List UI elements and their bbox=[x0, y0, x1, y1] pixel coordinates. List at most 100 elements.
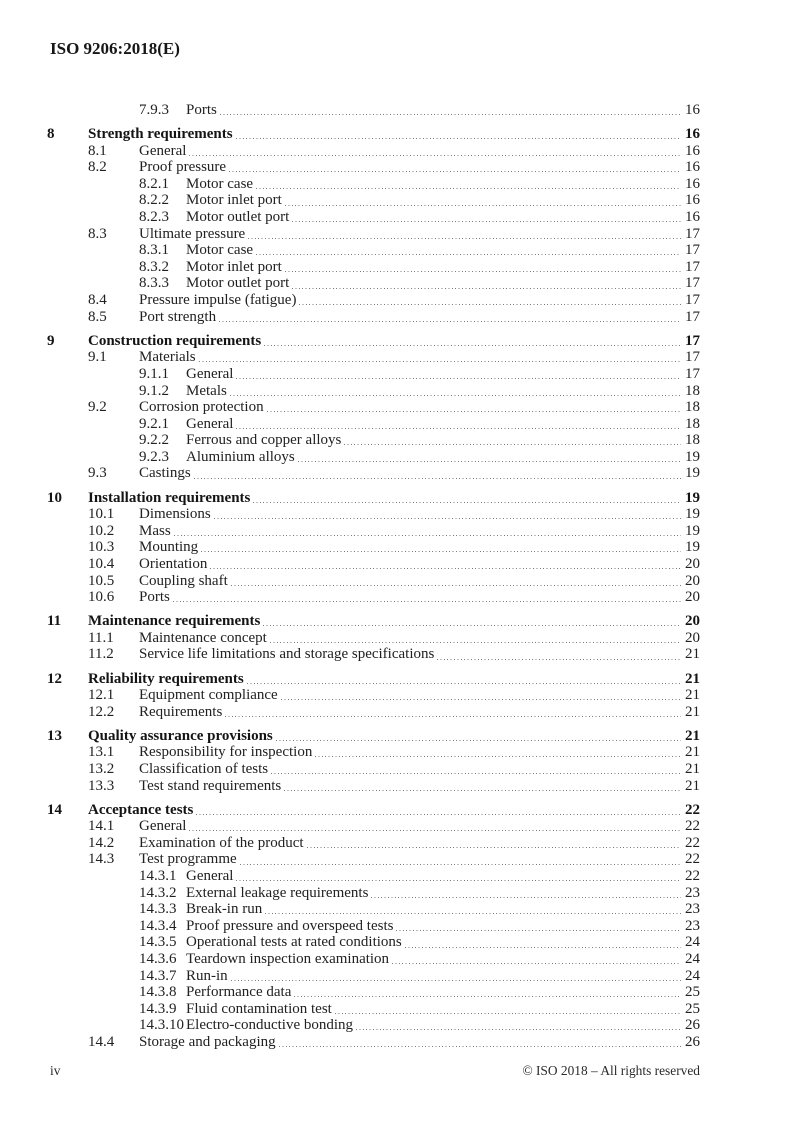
toc-entry-page: 18 bbox=[685, 415, 700, 432]
toc-entry-title: Mass bbox=[139, 522, 171, 539]
toc-entry-page: 22 bbox=[685, 851, 700, 868]
toc-entry[interactable]: 14.3.3 Break-in run 23 bbox=[47, 901, 700, 918]
toc-entry[interactable]: 14.3.10 Electro-conductive bonding 26 bbox=[47, 1017, 700, 1034]
toc-entry-page: 17 bbox=[685, 242, 700, 259]
toc-entry-number: 12.2 bbox=[88, 703, 115, 720]
toc-entry[interactable]: 10.4 Orientation 20 bbox=[47, 556, 700, 573]
toc-entry[interactable]: 10 Installation requirements 19 bbox=[47, 490, 700, 507]
toc-dot-leader bbox=[235, 138, 681, 140]
toc-entry-title: Metals bbox=[186, 382, 227, 399]
toc-entry[interactable]: 14.3.9 Fluid contamination test 25 bbox=[47, 1001, 700, 1018]
toc-entry[interactable]: 14 Acceptance tests 22 bbox=[47, 802, 700, 819]
toc-entry[interactable]: 9.2.3 Aluminium alloys 19 bbox=[47, 449, 700, 466]
toc-dot-leader bbox=[284, 270, 681, 272]
toc-entry-number: 8.1 bbox=[88, 142, 107, 159]
toc-dot-leader bbox=[265, 913, 681, 915]
toc-entry[interactable]: 12.2 Requirements 21 bbox=[47, 704, 700, 721]
toc-entry-title: Electro-conductive bonding bbox=[186, 1017, 354, 1034]
toc-entry[interactable]: 10.5 Coupling shaft 20 bbox=[47, 573, 700, 590]
toc-entry[interactable]: 8.1 General 16 bbox=[47, 143, 700, 160]
toc-entry-page: 25 bbox=[685, 1000, 700, 1017]
toc-entry-number: 14.3.3 bbox=[139, 901, 177, 918]
toc-entry-number: 8.2 bbox=[88, 159, 107, 176]
toc-entry[interactable]: 13 Quality assurance provisions 21 bbox=[47, 728, 700, 745]
toc-dot-leader bbox=[297, 460, 681, 462]
toc-entry[interactable]: 8.3.3 Motor outlet port 17 bbox=[47, 275, 700, 292]
toc-entry-number: 14.3.4 bbox=[139, 917, 177, 934]
toc-entry[interactable]: 8.3.1 Motor case 17 bbox=[47, 242, 700, 259]
toc-entry-page: 21 bbox=[685, 687, 700, 704]
toc-entry[interactable]: 14.3.7 Run-in 24 bbox=[47, 968, 700, 985]
toc-entry[interactable]: 9.1.1 General 17 bbox=[47, 366, 700, 383]
toc-entry-title: Test programme bbox=[139, 851, 237, 868]
toc-entry[interactable]: 13.3 Test stand requirements 21 bbox=[47, 778, 700, 795]
toc-entry-page: 26 bbox=[685, 1033, 700, 1050]
toc-entry-number: 9.1.1 bbox=[139, 365, 169, 382]
toc-entry[interactable]: 8.5 Port strength 17 bbox=[47, 309, 700, 326]
toc-entry[interactable]: 14.3.2 External leakage requirements 23 bbox=[47, 885, 700, 902]
toc-entry-number: 9.1 bbox=[88, 349, 107, 366]
toc-entry[interactable]: 9.3 Castings 19 bbox=[47, 465, 700, 482]
toc-entry[interactable]: 14.3.4 Proof pressure and overspeed tests… bbox=[47, 918, 700, 935]
toc-entry[interactable]: 13.1 Responsibility for inspection 21 bbox=[47, 744, 700, 761]
toc-entry-page: 16 bbox=[685, 159, 700, 176]
toc-entry-number: 14.3.2 bbox=[139, 884, 177, 901]
toc-entry[interactable]: 8.2.1 Motor case 16 bbox=[47, 176, 700, 193]
toc-entry[interactable]: 14.2 Examination of the product 22 bbox=[47, 835, 700, 852]
toc-entry[interactable]: 12 Reliability requirements 21 bbox=[47, 671, 700, 688]
toc-entry-number: 14.3.6 bbox=[139, 951, 177, 967]
toc-entry[interactable]: 9 Construction requirements 17 bbox=[47, 333, 700, 350]
toc-entry[interactable]: 10.6 Ports 20 bbox=[47, 589, 700, 606]
toc-entry-title: Materials bbox=[139, 349, 196, 366]
toc-entry-page: 21 bbox=[685, 703, 700, 720]
toc-dot-leader bbox=[236, 880, 681, 882]
toc-dot-leader bbox=[230, 979, 681, 981]
toc-entry[interactable]: 11 Maintenance requirements 20 bbox=[47, 613, 700, 630]
toc-entry[interactable]: 10.2 Mass 19 bbox=[47, 523, 700, 540]
toc-entry[interactable]: 8.2 Proof pressure 16 bbox=[47, 159, 700, 176]
toc-entry[interactable]: 14.3.5 Operational tests at rated conditi… bbox=[47, 934, 700, 951]
toc-entry[interactable]: 14.3 Test programme 22 bbox=[47, 851, 700, 868]
toc-entry-title: Classification of tests bbox=[139, 760, 269, 777]
toc-entry[interactable]: 9.2 Corrosion protection 18 bbox=[47, 399, 700, 416]
toc-entry[interactable]: 8.3 Ultimate pressure 17 bbox=[47, 226, 700, 243]
toc-entry[interactable]: 8 Strength requirements 16 bbox=[47, 126, 700, 143]
toc-entry-page: 25 bbox=[685, 984, 700, 1001]
toc-entry-page: 20 bbox=[685, 572, 700, 589]
toc-entry[interactable]: 13.2 Classification of tests 21 bbox=[47, 761, 700, 778]
toc-entry-number: 11 bbox=[47, 613, 62, 630]
toc-entry[interactable]: 10.1 Dimensions 19 bbox=[47, 506, 700, 523]
toc-entry[interactable]: 14.1 General 22 bbox=[47, 818, 700, 835]
toc-entry-number: 8.3.1 bbox=[139, 242, 169, 259]
toc-entry-title: General bbox=[186, 365, 234, 382]
toc-entry[interactable]: 9.1.2 Metals 18 bbox=[47, 383, 700, 400]
toc-entry[interactable]: 8.2.2 Motor inlet port 16 bbox=[47, 192, 700, 209]
toc-entry[interactable]: 9.1 Materials 17 bbox=[47, 349, 700, 366]
toc-entry[interactable]: 9.2.1 General 18 bbox=[47, 416, 700, 433]
toc-dot-leader bbox=[201, 551, 681, 553]
toc-entry[interactable]: 9.2.2 Ferrous and copper alloys 18 bbox=[47, 432, 700, 449]
toc-entry[interactable]: 8.2.3 Motor outlet port 16 bbox=[47, 209, 700, 226]
toc-entry[interactable]: 7.9.3 Ports 16 bbox=[47, 102, 700, 119]
toc-entry[interactable]: 14.3.8 Performance data 25 bbox=[47, 984, 700, 1001]
toc-entry-number: 9.2 bbox=[88, 399, 107, 416]
toc-entry[interactable]: 11.2 Service life limitations and storage… bbox=[47, 646, 700, 663]
toc-entry[interactable]: 14.3.6 Teardown inspection examination 24 bbox=[47, 951, 700, 968]
toc-entry-title: Performance data bbox=[186, 984, 292, 1001]
footer-copyright: © ISO 2018 – All rights reserved bbox=[522, 1063, 700, 1078]
toc-entry-page: 20 bbox=[685, 613, 700, 630]
toc-dot-leader bbox=[256, 254, 681, 256]
toc-entry-number: 7.9.3 bbox=[139, 102, 169, 118]
toc-entry-page: 21 bbox=[685, 777, 700, 794]
toc-entry-number: 8.3 bbox=[88, 225, 107, 242]
toc-entry-page: 21 bbox=[685, 744, 700, 761]
toc-entry[interactable]: 8.3.2 Motor inlet port 17 bbox=[47, 259, 700, 276]
toc-entry[interactable]: 14.3.1 General 22 bbox=[47, 868, 700, 885]
toc-entry[interactable]: 14.4 Storage and packaging 26 bbox=[47, 1034, 700, 1051]
toc-entry-page: 23 bbox=[685, 917, 700, 934]
toc-entry[interactable]: 10.3 Mounting 19 bbox=[47, 539, 700, 556]
toc-dot-leader bbox=[246, 682, 681, 684]
toc-entry[interactable]: 12.1 Equipment compliance 21 bbox=[47, 687, 700, 704]
toc-entry[interactable]: 11.1 Maintenance concept 20 bbox=[47, 630, 700, 647]
toc-entry[interactable]: 8.4 Pressure impulse (fatigue) 17 bbox=[47, 292, 700, 309]
